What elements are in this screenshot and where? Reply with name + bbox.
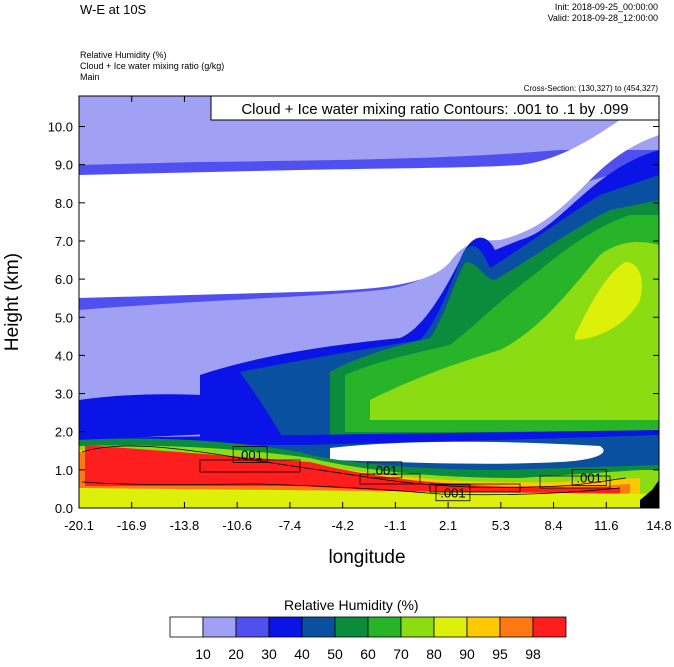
y-tick-label: 10.0 — [48, 120, 73, 135]
x-tick-label: -13.8 — [170, 518, 200, 533]
valid-time: Valid: 2018-09-28_12:00:00 — [547, 13, 658, 23]
contour-info-box: Cloud + Ice water mixing ratio Contours:… — [210, 95, 660, 121]
x-axis: -20.1 -16.9 -13.8 -10.6 -7.4 -4.2 -1.1 2.1 5.3 8.… — [64, 96, 672, 533]
contour-line — [539, 475, 611, 489]
y-tick-label: 6.0 — [55, 272, 73, 287]
contour-label-box — [367, 461, 403, 479]
y-tick-label: 3.0 — [55, 387, 73, 402]
rh-band-below-10-upper — [79, 110, 659, 298]
x-tick-label: -10.6 — [222, 518, 252, 533]
init-time: Init: 2018-09-25_00:00:00 — [554, 2, 658, 12]
colorbar-label: 95 — [492, 646, 508, 662]
contour-label-box — [435, 484, 471, 502]
y-tick-label: 8.0 — [55, 196, 73, 211]
x-tick-label: -4.2 — [331, 518, 353, 533]
contour-label: .001 — [440, 486, 465, 501]
x-axis-title: longitude — [328, 547, 405, 568]
colorbar-swatch — [334, 616, 369, 638]
contour-line — [429, 483, 521, 493]
y-tick-label: 2.0 — [55, 425, 73, 440]
contour-labels: .001 .001 .001 .001 — [232, 446, 607, 502]
y-tick-label: 0.0 — [55, 501, 73, 516]
y-axis-title: Height (km) — [2, 253, 23, 351]
x-tick-label: 8.4 — [545, 518, 563, 533]
colorbar-label: 70 — [393, 646, 409, 662]
colorbar-swatch — [202, 616, 237, 638]
colorbar-swatch — [433, 616, 468, 638]
colorbar-swatch — [235, 616, 270, 638]
contour-label: .001 — [372, 463, 397, 478]
x-tick-label: -1.1 — [384, 518, 406, 533]
contour-info-text: Cloud + Ice water mixing ratio Contours:… — [241, 101, 628, 118]
x-tick-label: 11.6 — [594, 518, 618, 533]
colorbar-label: 80 — [426, 646, 442, 662]
contour-label-box — [232, 446, 268, 463]
field-label-domain: Main — [80, 72, 100, 82]
colorbar-swatch — [367, 616, 402, 638]
contour-line — [199, 459, 301, 473]
x-tick-label: 14.8 — [646, 518, 671, 533]
y-tick-label: 9.0 — [55, 158, 73, 173]
x-tick-label: -7.4 — [279, 518, 301, 533]
colorbar-label: 90 — [459, 646, 475, 662]
colorbar-swatch — [268, 616, 303, 638]
colorbar-swatch — [400, 616, 435, 638]
y-tick-label: 1.0 — [55, 463, 73, 478]
rh-band-30-40-lower — [79, 394, 300, 440]
colorbar-label: 20 — [228, 646, 244, 662]
y-tick-label: 7.0 — [55, 234, 73, 249]
terrain-mask — [640, 480, 659, 508]
x-tick-label: 5.3 — [492, 518, 510, 533]
contour-label: .001 — [577, 470, 602, 485]
rh-band-80-90 — [575, 262, 642, 340]
rh-colorbar: 10 20 30 40 50 60 70 80 90 95 98 — [169, 616, 567, 662]
y-tick-label: 4.0 — [55, 348, 73, 363]
rh-band-above-98-boundary — [85, 445, 620, 496]
rh-filled-contours — [79, 96, 659, 508]
cross-section-label: Cross-Section: (130,327) to (454,327) — [523, 84, 658, 93]
contour-label: .001 — [238, 448, 263, 463]
colorbar-swatch — [169, 616, 204, 638]
colorbar-label: 10 — [195, 646, 211, 662]
field-label-rh: Relative Humidity (%) — [80, 50, 167, 60]
contour-line — [81, 481, 621, 496]
colorbar-label: 50 — [327, 646, 343, 662]
plot-title: W-E at 10S — [80, 2, 147, 17]
y-axis: 0.0 1.0 2.0 3.0 4.0 5.0 6.0 7.0 8.0 9.0 10.0 — [48, 120, 659, 516]
colorbar-swatch — [499, 616, 534, 638]
contour-label-box — [571, 469, 607, 486]
field-label-cloud-ice: Cloud + Ice water mixing ratio (g/kg) — [80, 61, 225, 71]
colorbar-label: 40 — [294, 646, 310, 662]
rh-band-70-80 — [370, 242, 659, 420]
colorbar-swatch — [466, 616, 501, 638]
y-tick-label: 5.0 — [55, 310, 73, 325]
colorbar-swatch — [301, 616, 336, 638]
contour-line — [359, 473, 421, 485]
colorbar-label: 60 — [360, 646, 376, 662]
x-tick-label: -20.1 — [64, 518, 94, 533]
colorbar-label: 98 — [525, 646, 541, 662]
rh-band-80-90-surface — [79, 488, 659, 508]
cloud-ice-contours — [81, 445, 627, 496]
rh-band-below-10-lower — [330, 441, 604, 464]
colorbar-title: Relative Humidity (%) — [284, 597, 419, 613]
x-tick-label: -16.9 — [117, 518, 147, 533]
colorbar-label: 30 — [261, 646, 277, 662]
colorbar-swatch — [532, 616, 567, 638]
x-tick-label: 2.1 — [439, 518, 457, 533]
